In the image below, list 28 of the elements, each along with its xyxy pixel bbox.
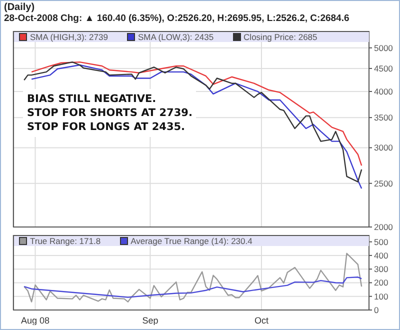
chart-subtitle: 28-Oct-2008 Chg: ▲ 160.40 (6.35%), O:2526.20, H:2695.95, L:2526.2, C:2684.6 xyxy=(4,13,350,24)
annotation: BIAS STILL NEGATIVE. xyxy=(27,92,158,106)
legend-label: Average True Range (14): 230.4 xyxy=(130,236,252,246)
x-tick-label: Sep xyxy=(142,315,158,326)
y-tick-label: 3500 xyxy=(374,112,394,123)
y-tick-label: 400 xyxy=(374,250,388,260)
line-series xyxy=(24,252,362,302)
y-tick-label: 2500 xyxy=(374,178,394,188)
y-tick-label: 200 xyxy=(374,278,388,288)
y-tick-label: 0 xyxy=(374,305,379,316)
annotation: STOP FOR LONGS AT 2435. xyxy=(27,120,186,134)
y-tick-label: 5000 xyxy=(374,42,394,53)
annotation: STOP FOR SHORTS AT 2739. xyxy=(27,106,192,120)
chart-title: (Daily) xyxy=(4,2,36,13)
legend-label: True Range: 171.8 xyxy=(30,236,101,246)
legend-label: Closing Price: 2685 xyxy=(244,32,318,42)
y-tick-label: 4500 xyxy=(374,63,394,74)
y-tick-label: 4000 xyxy=(374,86,394,96)
y-tick-label: 300 xyxy=(374,264,388,274)
x-tick-label: Oct xyxy=(254,315,269,326)
y-tick-label: 2000 xyxy=(374,222,394,232)
line-series xyxy=(24,276,362,298)
y-tick-label: 3000 xyxy=(374,142,394,153)
y-tick-label: 100 xyxy=(374,291,388,302)
x-tick-label: Aug 08 xyxy=(20,315,50,326)
legend-label: SMA (LOW,3): 2435 xyxy=(138,32,214,42)
y-tick-label: 500 xyxy=(374,236,388,247)
legend-label: SMA (HIGH,3): 2739 xyxy=(30,32,108,42)
